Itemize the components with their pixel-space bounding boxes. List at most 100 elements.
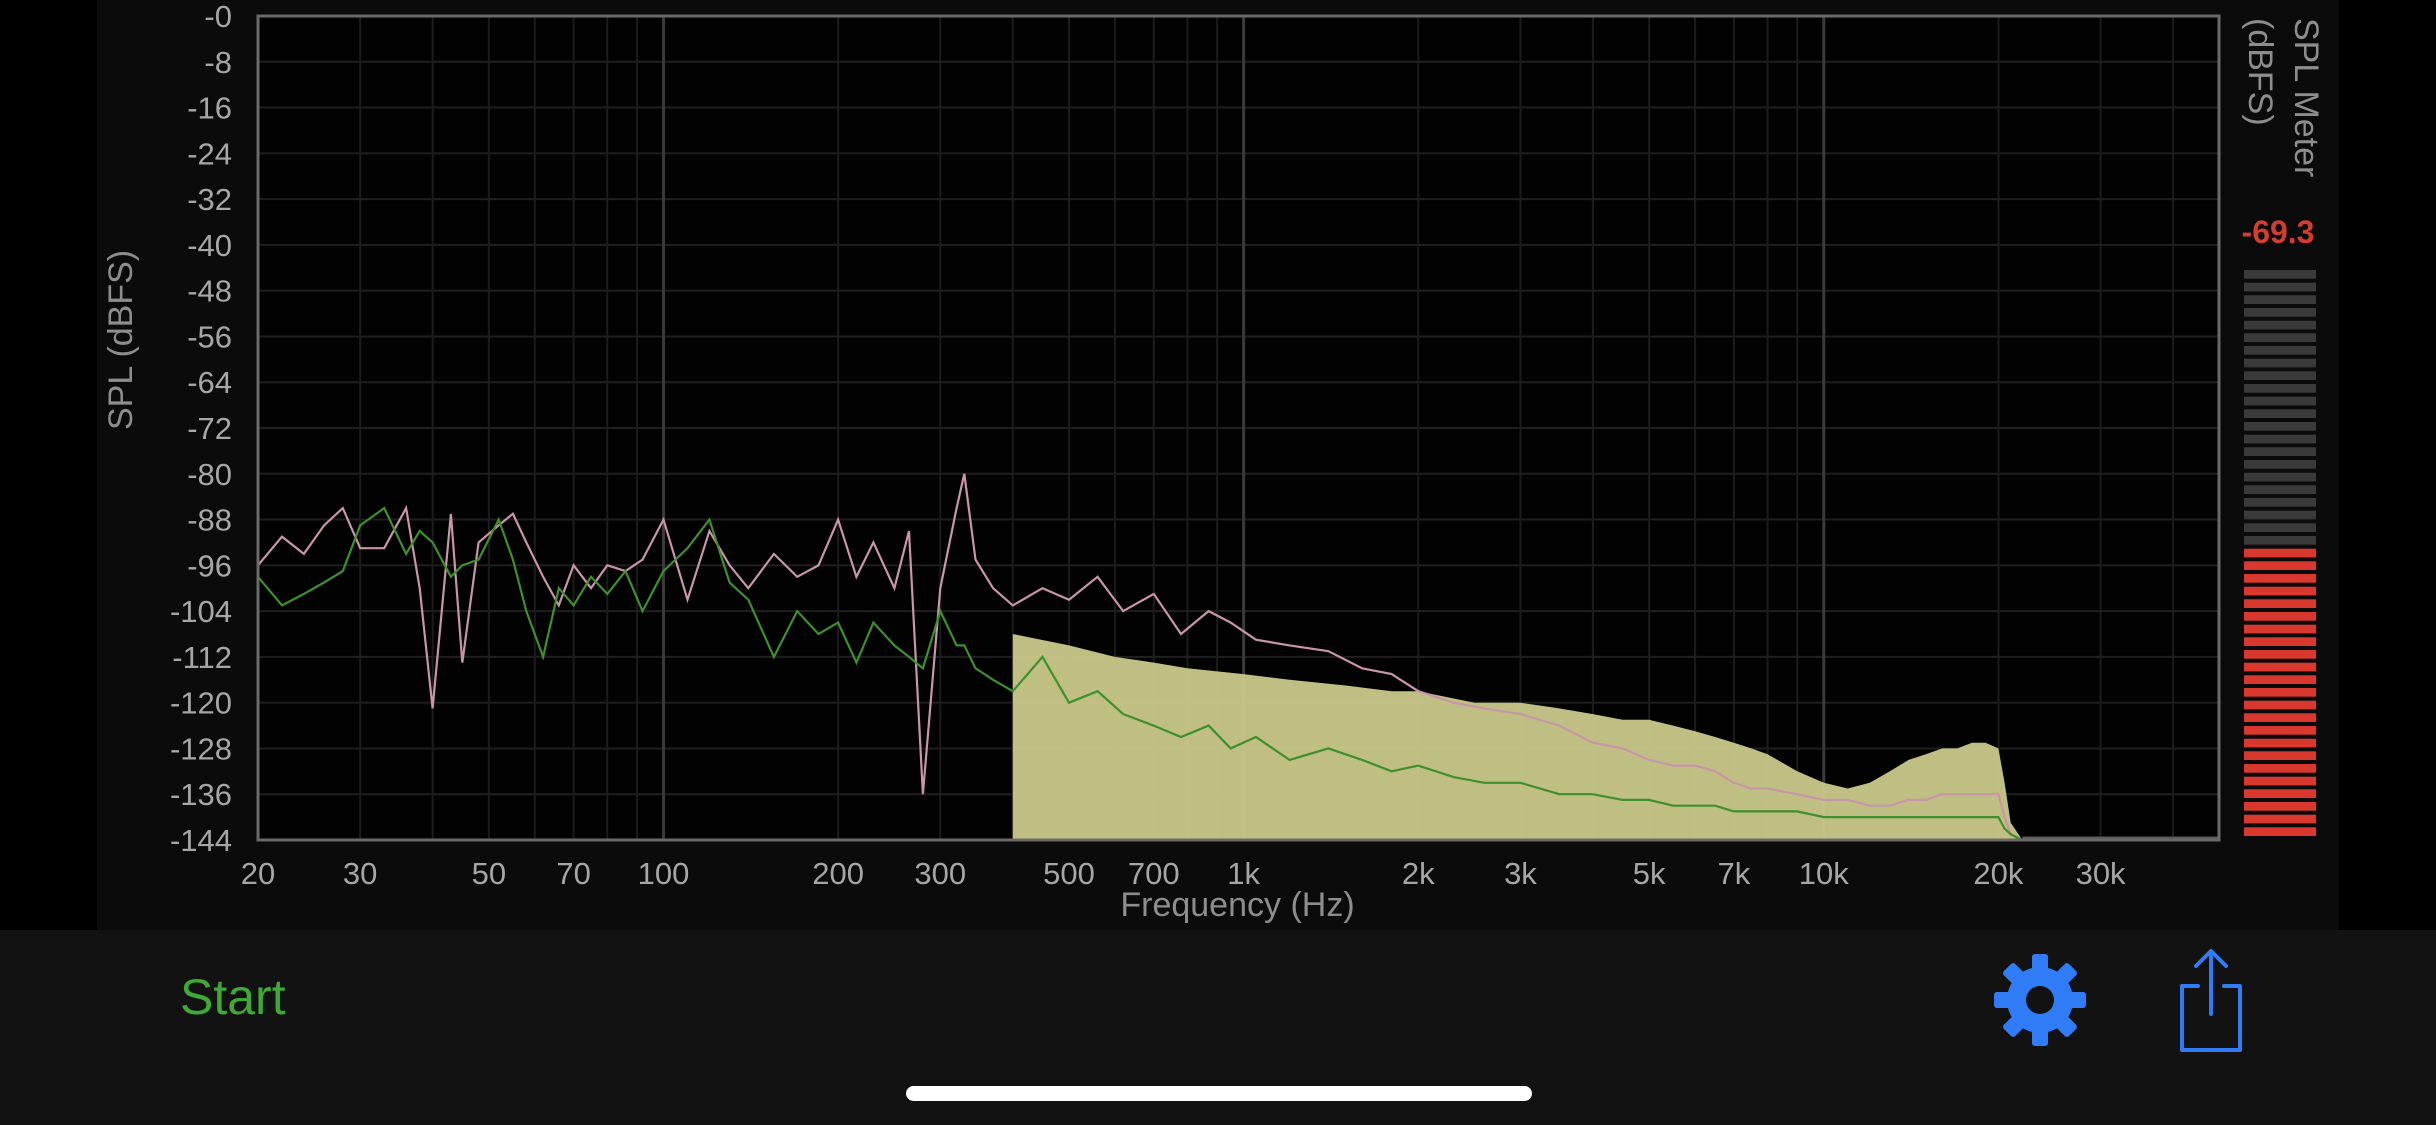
y-tick-label: -72	[187, 411, 232, 446]
y-tick-label: -80	[187, 457, 232, 492]
meter-segment	[2244, 548, 2316, 558]
y-tick-label: -88	[187, 503, 232, 538]
meter-segment	[2244, 447, 2316, 456]
meter-segment	[2244, 612, 2316, 621]
x-tick-label: 100	[638, 856, 690, 891]
meter-segment	[2244, 751, 2316, 760]
meter-segment	[2244, 270, 2316, 279]
x-tick-label: 500	[1043, 856, 1095, 891]
x-tick-label: 200	[812, 856, 864, 891]
meter-segment	[2244, 460, 2316, 469]
y-tick-label: -0	[204, 0, 232, 34]
meter-segment	[2244, 764, 2316, 773]
meter-segment	[2244, 523, 2316, 532]
meter-segment	[2244, 802, 2316, 811]
meter-segment	[2244, 599, 2316, 608]
meter-segment	[2244, 713, 2316, 722]
x-tick-label: 300	[914, 856, 966, 891]
start-button[interactable]: Start	[180, 962, 286, 1032]
y-tick-label: -24	[187, 136, 232, 171]
meter-segment	[2244, 498, 2316, 507]
x-axis-ticks: 20 30 50 70 100 200 300 500 700 1k 2k 3k 5k 7k 10k 20k 3…	[241, 856, 2126, 891]
share-button[interactable]	[2176, 946, 2246, 1056]
meter-segment	[2244, 662, 2316, 672]
meter-segment	[2244, 536, 2316, 545]
x-tick-label: 30k	[2076, 856, 2126, 891]
y-tick-label: -128	[170, 731, 232, 766]
y-tick-label: -16	[187, 91, 232, 126]
y-tick-label: -104	[170, 594, 232, 629]
y-tick-label: -112	[172, 640, 232, 675]
meter-segment	[2244, 814, 2316, 824]
meter-segment	[2244, 384, 2316, 393]
meter-segment	[2244, 346, 2316, 355]
x-tick-label: 70	[556, 856, 590, 891]
y-tick-label: -32	[187, 182, 232, 217]
gear-icon	[1994, 954, 2086, 1046]
y-tick-label: -64	[187, 365, 232, 400]
meter-segment	[2244, 637, 2316, 646]
y-tick-label: -136	[170, 777, 232, 812]
y-tick-label: -48	[187, 274, 232, 309]
spectrum-series-pink	[257, 473, 2219, 842]
y-tick-label: -144	[170, 823, 232, 858]
meter-segment	[2244, 358, 2316, 368]
spectrum-series-green	[257, 506, 2219, 842]
x-tick-label: 7k	[1718, 856, 1751, 891]
meter-segment	[2244, 726, 2316, 735]
home-indicator	[906, 1086, 1532, 1101]
meter-segment	[2244, 295, 2316, 304]
x-tick-label: 10k	[1799, 856, 1849, 891]
meter-segment	[2244, 371, 2316, 380]
settings-button[interactable]	[1990, 950, 2090, 1050]
y-tick-label: -40	[187, 228, 232, 263]
meter-segment	[2244, 561, 2316, 570]
x-tick-label: 20	[241, 856, 275, 891]
meter-segment	[2244, 434, 2316, 444]
meter-segment	[2244, 308, 2316, 317]
meter-segment	[2244, 776, 2316, 786]
meter-segment	[2244, 510, 2316, 520]
meter-segment	[2244, 675, 2316, 684]
y-tick-label: -120	[170, 686, 232, 721]
meter-segment	[2244, 789, 2316, 798]
spectrum-chart: -0 -8 -16 -24 -32 -40 -48 -56 -64 -72 -80 -88 -96 -10…	[170, 0, 2316, 891]
meter-value: -69.3	[2241, 214, 2315, 250]
share-icon	[2180, 949, 2242, 1052]
x-tick-label: 20k	[1973, 856, 2023, 891]
meter-segment	[2244, 320, 2316, 330]
meter-segment	[2244, 574, 2316, 583]
meter-segment	[2244, 650, 2316, 659]
x-tick-label: 50	[472, 856, 506, 891]
plot-frame	[256, 14, 2221, 842]
meter-segment	[2244, 333, 2316, 342]
meter-unit: (dBFS)	[2241, 18, 2279, 126]
spl-meter-bar	[2244, 270, 2316, 836]
y-tick-label: -8	[204, 45, 232, 80]
meter-segment	[2244, 282, 2316, 292]
meter-segment	[2244, 485, 2316, 494]
y-tick-label: -56	[187, 319, 232, 354]
spectrum-series-layer	[257, 473, 2219, 842]
meter-segment	[2244, 738, 2316, 748]
x-tick-label: 30	[343, 856, 377, 891]
x-tick-label: 5k	[1633, 856, 1666, 891]
x-axis-label: Frequency (Hz)	[1120, 886, 1355, 924]
x-tick-label: 3k	[1504, 856, 1537, 891]
meter-segment	[2244, 422, 2316, 431]
y-axis-ticks: -0 -8 -16 -24 -32 -40 -48 -56 -64 -72 -80 -88 -96 -10…	[170, 0, 232, 858]
meter-segment	[2244, 624, 2316, 634]
meter-segment	[2244, 827, 2316, 836]
x-tick-label: 2k	[1402, 856, 1435, 891]
y-tick-label: -96	[187, 548, 232, 583]
meter-segment	[2244, 472, 2316, 482]
meter-segment	[2244, 409, 2316, 418]
meter-segment	[2244, 688, 2316, 697]
x-tick-label: 1k	[1227, 856, 1260, 891]
x-tick-label: 700	[1128, 856, 1180, 891]
meter-segment	[2244, 700, 2316, 710]
y-axis-label: SPL (dBFS)	[102, 249, 140, 430]
meter-title: SPL Meter	[2287, 18, 2325, 178]
meter-segment	[2244, 586, 2316, 596]
